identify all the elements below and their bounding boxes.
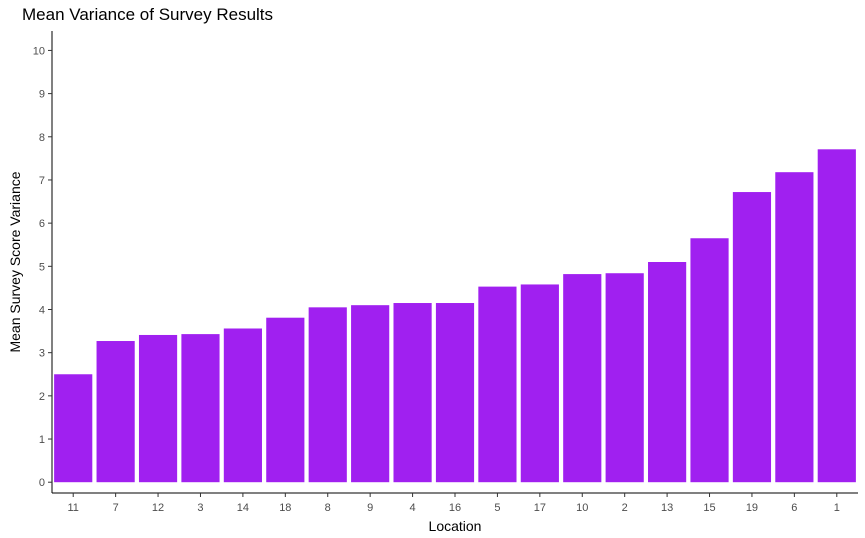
x-tick-label: 7	[113, 502, 119, 514]
x-axis-ticks: 11 7 12 3 14 18 8 9 4 16 5 17 10 2 13 15 19 6 1	[67, 493, 840, 514]
x-tick-label: 5	[494, 502, 500, 514]
x-tick-label: 1	[834, 502, 840, 514]
y-tick-label: 0	[39, 477, 45, 489]
bar-location-1	[817, 149, 856, 483]
x-tick-label: 14	[237, 502, 249, 514]
bar-location-3	[181, 334, 220, 483]
bar-location-14	[223, 328, 262, 483]
bar-location-6	[775, 172, 814, 483]
x-axis-title: Location	[429, 518, 482, 534]
y-tick-label: 4	[39, 304, 45, 316]
y-axis-ticks: 0 1 2 3 4 5 6 7 8 9 10	[33, 45, 52, 489]
y-tick-label: 1	[39, 434, 45, 446]
x-tick-label: 8	[325, 502, 331, 514]
y-tick-label: 6	[39, 218, 45, 230]
x-tick-label: 10	[576, 502, 588, 514]
x-tick-label: 3	[197, 502, 203, 514]
y-tick-label: 3	[39, 348, 45, 360]
bar-location-8	[308, 307, 347, 483]
bar-location-9	[351, 305, 390, 483]
x-tick-label: 11	[67, 502, 78, 514]
y-axis-title: Mean Survey Score Variance	[7, 171, 23, 352]
bar-location-13	[648, 262, 687, 483]
y-tick-label: 8	[39, 132, 45, 144]
bar-location-18	[266, 317, 305, 483]
x-tick-label: 15	[703, 502, 715, 514]
bar-location-15	[690, 238, 729, 483]
x-tick-label: 12	[152, 502, 164, 514]
bars-group	[54, 149, 856, 483]
bar-location-4	[393, 303, 432, 483]
bar-location-7	[96, 341, 135, 483]
bar-location-2	[605, 273, 644, 483]
bar-location-11	[54, 374, 93, 483]
x-tick-label: 18	[279, 502, 291, 514]
x-tick-label: 9	[367, 502, 373, 514]
x-tick-label: 17	[534, 502, 546, 514]
bar-location-10	[563, 274, 602, 483]
bar-location-12	[138, 334, 178, 483]
x-tick-label: 13	[661, 502, 673, 514]
y-tick-label: 10	[33, 45, 45, 57]
x-tick-label: 2	[622, 502, 628, 514]
y-tick-label: 7	[39, 175, 45, 187]
x-tick-label: 19	[746, 502, 758, 514]
x-tick-label: 16	[449, 502, 461, 514]
bar-location-16	[435, 303, 475, 483]
bar-location-5	[478, 286, 517, 483]
y-tick-label: 9	[39, 89, 45, 101]
chart-title: Mean Variance of Survey Results	[22, 5, 274, 24]
y-tick-label: 2	[39, 391, 45, 403]
x-tick-label: 4	[410, 502, 416, 514]
bar-location-19	[732, 192, 772, 483]
x-tick-label: 6	[791, 502, 797, 514]
bar-location-17	[520, 284, 559, 483]
y-tick-label: 5	[39, 261, 45, 273]
